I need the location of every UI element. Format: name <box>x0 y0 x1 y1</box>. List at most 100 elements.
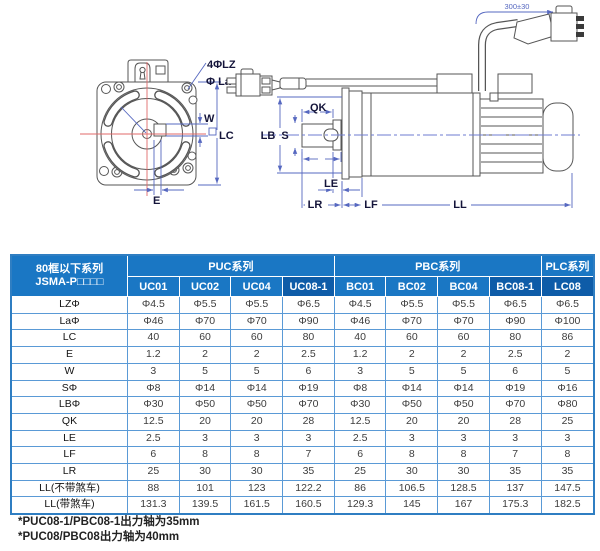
dimension-value-cell: Φ14 <box>438 380 490 398</box>
dimension-value-cell: 86 <box>541 330 594 348</box>
dimension-row-label: LC <box>12 330 128 348</box>
dimension-row-label: LL(不带煞车) <box>12 480 128 498</box>
dim-label-le: LE <box>324 178 338 190</box>
dimension-value-cell: 3 <box>283 430 335 448</box>
dimension-value-cell: 106.5 <box>386 480 439 498</box>
dimension-value-cell: 3 <box>541 430 594 448</box>
dim-label-cable-length: 300±30 <box>505 2 530 11</box>
dimension-value-cell: 139.5 <box>179 497 232 514</box>
spec-table: 80框以下系列 JSMA-P□□□□ PUC系列 PBC系列 PLC系列 UC01 UC0… <box>10 254 596 516</box>
dimension-value-cell: Φ8 <box>334 380 387 398</box>
dim-label-lc: LC <box>219 130 234 142</box>
dimension-value-cell: 3 <box>489 430 542 448</box>
dimension-value-cell: 25 <box>541 413 594 431</box>
dim-label-pilot: Φ La <box>206 76 232 88</box>
dimension-value-cell: 137 <box>489 480 542 498</box>
dimension-value-cell: Φ50 <box>438 397 490 414</box>
dimension-value-cell: Φ5.5 <box>438 297 490 314</box>
dimension-value-cell: 60 <box>438 330 490 348</box>
dimension-value-cell: 5 <box>386 363 439 381</box>
dimension-value-cell: 145 <box>386 497 439 514</box>
dimension-value-cell: Φ46 <box>334 313 387 331</box>
dimension-value-cell: 3 <box>438 430 490 448</box>
dimension-value-cell: 30 <box>438 464 490 481</box>
dimension-value-cell: 28 <box>489 413 542 431</box>
motor-dimension-drawing: 4ΦLZ Φ La W LC E <box>80 2 584 211</box>
dimension-value-cell: 86 <box>334 480 387 498</box>
dimension-value-cell: Φ4.5 <box>128 297 180 314</box>
dimension-value-cell: 8 <box>541 447 594 465</box>
dimension-value-cell: Φ90 <box>283 313 335 331</box>
dimension-value-cell: Φ14 <box>231 380 284 398</box>
dimension-value-cell: 175.3 <box>489 497 542 514</box>
dimension-value-cell: 122.2 <box>283 480 335 498</box>
dimension-row-label: LZΦ <box>12 297 128 314</box>
dimension-value-cell: 7 <box>489 447 542 465</box>
dimension-value-cell: 5 <box>438 363 490 381</box>
dimension-row-label: LR <box>12 464 128 481</box>
dimension-value-cell: 88 <box>128 480 180 498</box>
dimension-value-cell: 60 <box>386 330 439 348</box>
dim-label-s: S <box>281 130 288 142</box>
model-column-header: UC02 <box>179 277 232 297</box>
dimension-value-cell: Φ8 <box>128 380 180 398</box>
dimension-row-label: LE <box>12 430 128 448</box>
encoder-cable-icon <box>478 19 519 91</box>
dimension-value-cell: 147.5 <box>541 480 594 498</box>
dimension-value-cell: 160.5 <box>283 497 335 514</box>
series-group-header: PUC系列 <box>128 256 335 277</box>
dim-label-holes: 4ΦLZ <box>207 59 236 71</box>
dimension-value-cell: 12.5 <box>128 413 180 431</box>
dimension-value-cell: 2.5 <box>283 347 335 364</box>
dimension-value-cell: Φ70 <box>438 313 490 331</box>
dimension-value-cell: 129.3 <box>334 497 387 514</box>
dimension-value-cell: 123 <box>231 480 284 498</box>
table-row: LR 25 30 30 35 25 30 30 35 35 <box>12 464 594 481</box>
dim-label-e: E <box>153 195 160 207</box>
dimension-value-cell: 30 <box>231 464 284 481</box>
dimension-value-cell: 28 <box>283 413 335 431</box>
dimension-value-cell: 161.5 <box>231 497 284 514</box>
model-column-header: BC01 <box>334 277 387 297</box>
table-row: SΦ Φ8 Φ14 Φ14 Φ19 Φ8 Φ14 Φ14 Φ19 Φ16 <box>12 380 594 398</box>
dimension-value-cell: Φ70 <box>179 313 232 331</box>
footnote-1: *PUC08-1/PBC08-1出力轴为35mm <box>18 516 200 528</box>
dimension-value-cell: Φ46 <box>128 313 180 331</box>
dimension-value-cell: Φ70 <box>231 313 284 331</box>
dimension-value-cell: 2 <box>179 347 232 364</box>
dimension-value-cell: Φ100 <box>541 313 594 331</box>
dimension-value-cell: Φ50 <box>386 397 439 414</box>
dimension-value-cell: 20 <box>231 413 284 431</box>
dimension-value-cell: 2 <box>541 347 594 364</box>
dimension-row-label: W <box>12 363 128 381</box>
dimension-row-label: LBΦ <box>12 397 128 414</box>
dimension-value-cell: 8 <box>386 447 439 465</box>
square-symbol-icon <box>208 127 217 136</box>
dim-label-w: W <box>204 113 215 125</box>
dimension-value-cell: 35 <box>541 464 594 481</box>
pigtail-connector-icon <box>226 68 307 97</box>
dimension-value-cell: 60 <box>231 330 284 348</box>
dimension-value-cell: 2 <box>438 347 490 364</box>
dimension-row-label: LF <box>12 447 128 465</box>
dimension-value-cell: 35 <box>283 464 335 481</box>
dimension-value-cell: 2.5 <box>334 430 387 448</box>
dimension-value-cell: Φ30 <box>334 397 387 414</box>
dimension-value-cell: Φ70 <box>489 397 542 414</box>
dimension-row-label: QK <box>12 413 128 431</box>
dimension-value-cell: 25 <box>334 464 387 481</box>
dimension-value-cell: Φ80 <box>541 397 594 414</box>
dimension-value-cell: 2 <box>231 347 284 364</box>
dimension-value-cell: 20 <box>179 413 232 431</box>
encoder-cover-icon <box>479 98 574 174</box>
dimension-value-cell: 20 <box>386 413 439 431</box>
mounting-holes-icon <box>99 81 198 178</box>
dimension-value-cell: 8 <box>438 447 490 465</box>
dimension-value-cell: 131.3 <box>128 497 180 514</box>
dimension-value-cell: 30 <box>179 464 232 481</box>
dim-label-lr: LR <box>308 199 323 211</box>
dimension-value-cell: 6 <box>283 363 335 381</box>
dimension-value-cell: 182.5 <box>541 497 594 514</box>
dimension-value-cell: 167 <box>438 497 490 514</box>
